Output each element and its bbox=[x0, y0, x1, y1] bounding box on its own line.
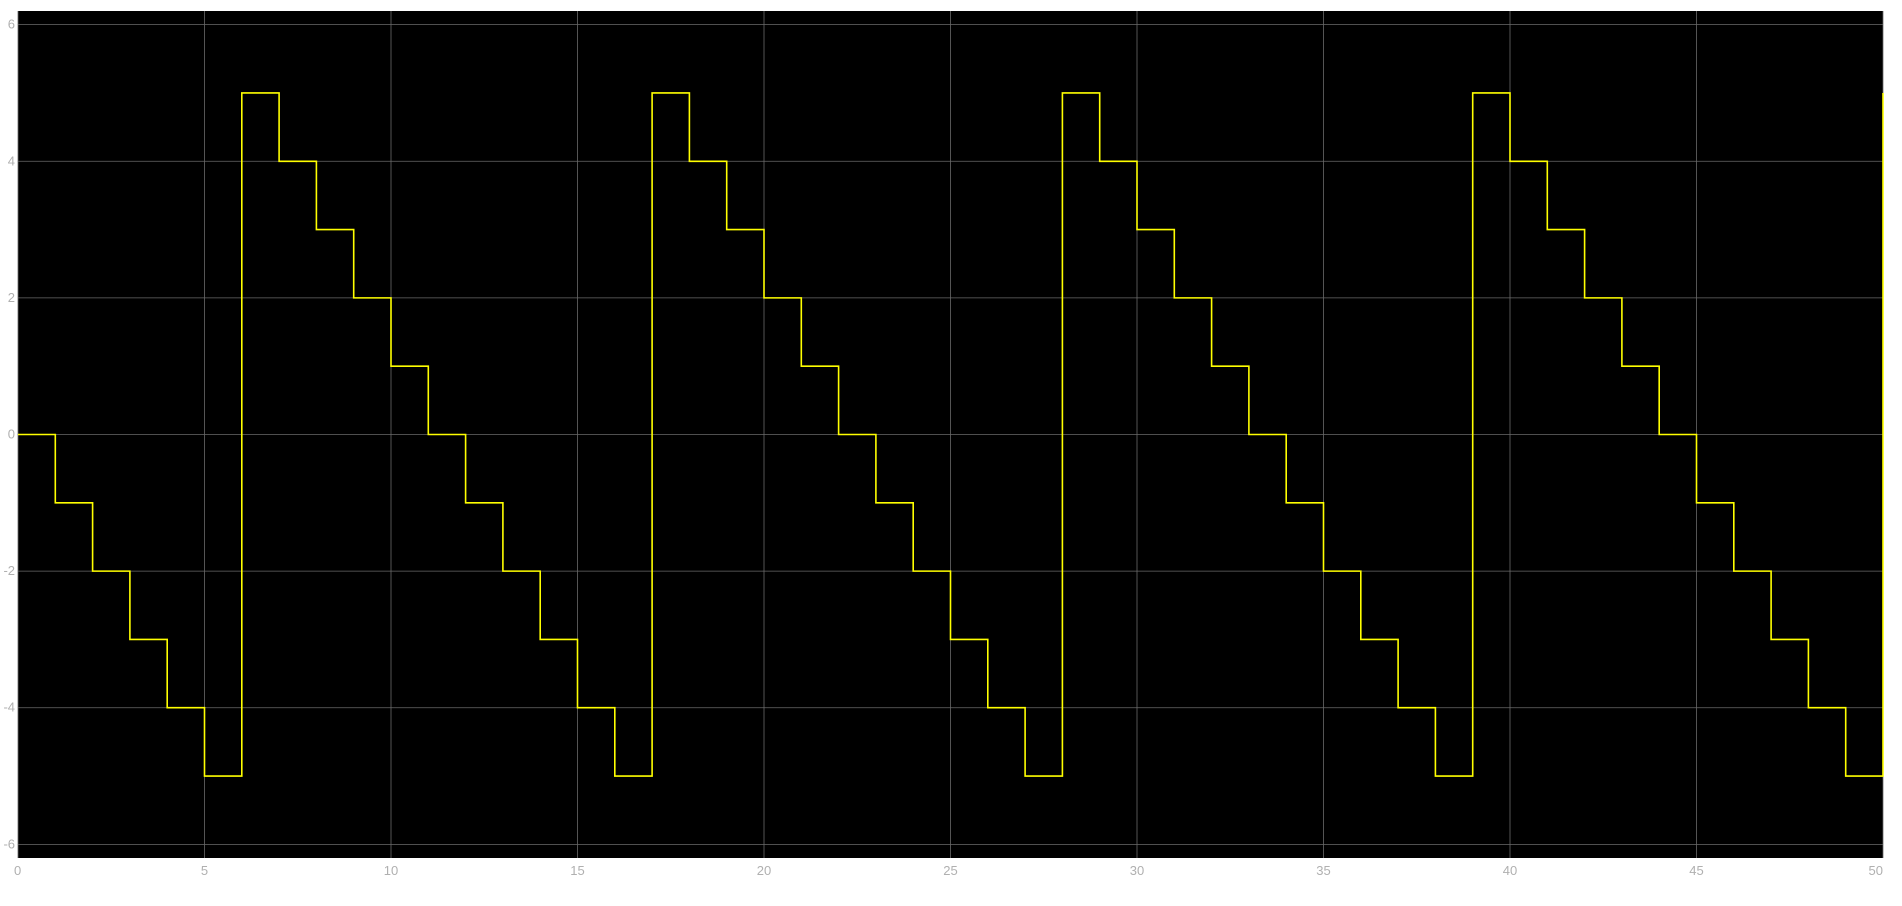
x-tick-label: 20 bbox=[757, 863, 771, 878]
x-tick-label: 45 bbox=[1689, 863, 1703, 878]
x-tick-label: 50 bbox=[1869, 863, 1883, 878]
y-tick-label: -4 bbox=[3, 700, 15, 715]
x-tick-label: 35 bbox=[1316, 863, 1330, 878]
x-tick-label: 5 bbox=[201, 863, 208, 878]
y-tick-label: 0 bbox=[8, 427, 15, 442]
y-tick-label: 6 bbox=[8, 17, 15, 32]
x-tick-label: 0 bbox=[14, 863, 21, 878]
y-tick-label: 2 bbox=[8, 290, 15, 305]
x-tick-label: 15 bbox=[570, 863, 584, 878]
x-tick-label: 40 bbox=[1503, 863, 1517, 878]
y-tick-label: -6 bbox=[3, 836, 15, 851]
y-axis-ticks: 6 4 2 0 -2 -4 -6 bbox=[3, 17, 15, 852]
series-line bbox=[18, 92, 1884, 777]
y-tick-label: 4 bbox=[8, 153, 15, 168]
x-tick-label: 10 bbox=[384, 863, 398, 878]
y-tick-label: -2 bbox=[3, 563, 15, 578]
x-axis-ticks: 0 5 10 15 20 25 30 35 40 45 50 bbox=[14, 863, 1883, 878]
x-tick-label: 30 bbox=[1130, 863, 1144, 878]
x-tick-label: 25 bbox=[943, 863, 957, 878]
